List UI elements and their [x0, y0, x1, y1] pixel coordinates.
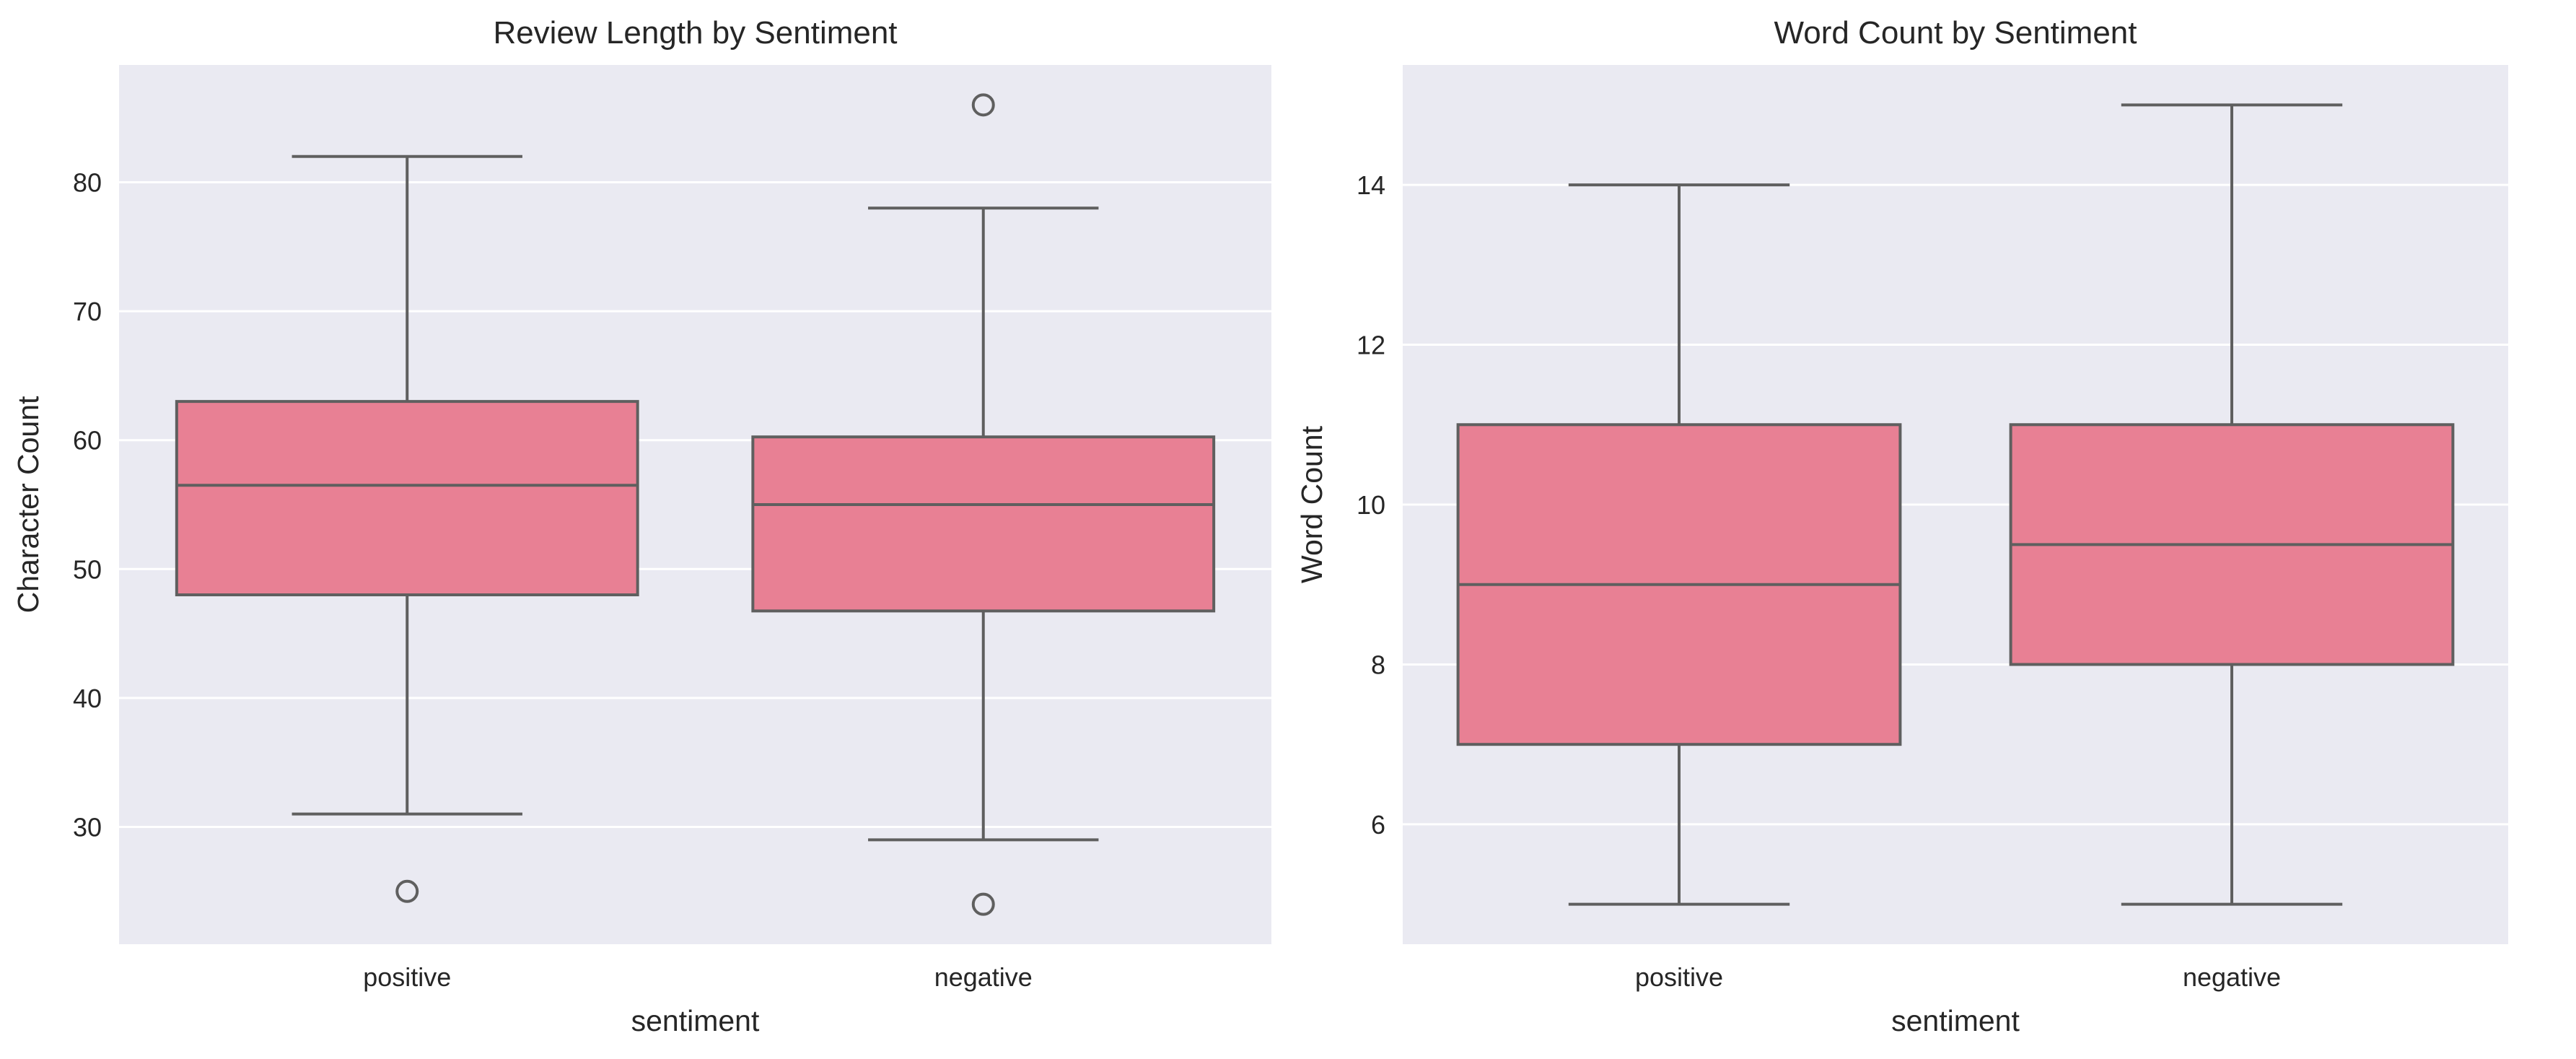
iqr-box: [751, 435, 1216, 613]
y-axis-label: Character Count: [12, 396, 45, 613]
y-tick-label: 50: [73, 554, 102, 584]
y-tick-label: 6: [1371, 810, 1385, 840]
x-axis-label: sentiment: [1891, 1004, 2020, 1037]
box-marks: [175, 93, 1216, 916]
y-tick-label: 60: [73, 426, 102, 456]
tick-labels: 6 8 10 12 14 positive negative: [1357, 170, 2281, 992]
outlier-point: [971, 892, 995, 916]
y-tick-label: 12: [1357, 331, 1385, 360]
y-tick-label: 10: [1357, 490, 1385, 520]
y-tick-label: 14: [1357, 170, 1385, 200]
box-positive: [1456, 183, 1902, 906]
y-tick-label: 30: [73, 812, 102, 842]
x-tick-label: positive: [363, 962, 451, 992]
box-negative: [2009, 103, 2455, 906]
tick-labels: 30 40 50 60 70 80 positive negative: [73, 168, 1033, 992]
x-tick-label: negative: [2183, 962, 2281, 992]
x-axis-label: sentiment: [631, 1004, 760, 1037]
y-axis-label: Word Count: [1295, 425, 1328, 583]
box-negative: [751, 93, 1216, 916]
iqr-box: [175, 400, 639, 597]
chart-review-length: 30 40 50 60 70 80 positive negative Review Leng…: [12, 15, 1271, 1037]
chart-title: Word Count by Sentiment: [1774, 15, 2137, 51]
box-positive: [175, 154, 639, 903]
x-tick-label: positive: [1635, 962, 1723, 992]
chart-word-count: 6 8 10 12 14 positive negative Word Count by S…: [1295, 15, 2508, 1037]
box-marks: [1456, 103, 2455, 906]
y-tick-label: 70: [73, 297, 102, 326]
chart-title: Review Length by Sentiment: [493, 15, 897, 51]
y-tick-label: 80: [73, 168, 102, 198]
y-tick-label: 8: [1371, 650, 1385, 679]
y-tick-label: 40: [73, 684, 102, 713]
x-tick-label: negative: [934, 962, 1033, 992]
outlier-point: [971, 93, 995, 117]
outlier-point: [395, 879, 419, 903]
